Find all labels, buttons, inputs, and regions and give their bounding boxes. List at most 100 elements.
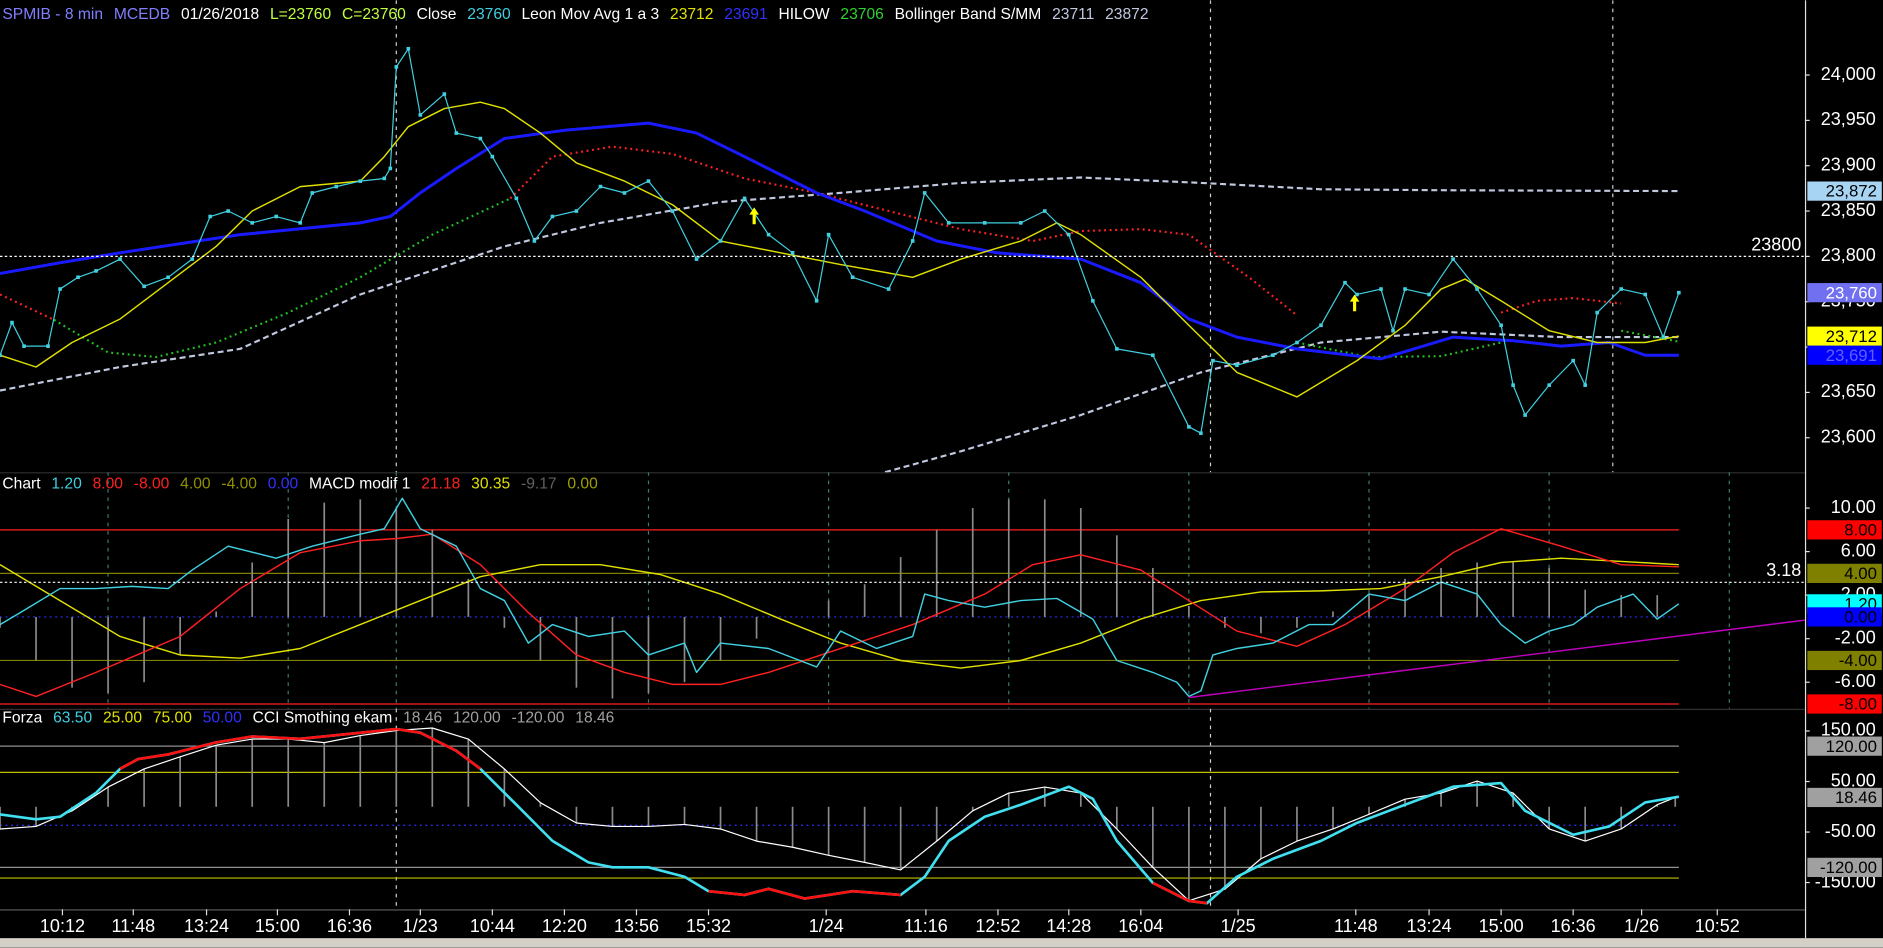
x-tick-label: 10:52 [1695,916,1740,936]
x-tick-label: 1/23 [403,916,438,936]
x-tick-label: 16:36 [1551,916,1596,936]
value-box [1807,520,1882,540]
value-box-label: 120.00 [1826,737,1877,756]
histogram-bar [287,518,290,617]
extreme-segment [852,889,901,897]
extreme-segment [1188,899,1208,905]
close-point [622,191,627,195]
histogram-bar [791,806,794,848]
close-point [1091,299,1095,303]
histogram-bar [1584,806,1587,842]
close-point [454,131,459,135]
close-point [226,209,230,213]
extreme-segment [804,893,829,900]
value-box [1807,857,1882,878]
histogram-bar [1007,499,1010,617]
extreme-segment [1152,881,1190,903]
close-point [598,184,603,189]
y-tick-label: 23,950 [1821,109,1876,129]
extreme-segment [336,727,397,737]
extreme-segment [768,887,805,900]
close-point [250,221,254,225]
histogram-bar [35,806,37,827]
histogram-bar [863,806,866,863]
histogram-bar [1476,781,1478,807]
histogram-bar [35,616,37,661]
header-label: 75.00 [153,710,192,727]
header-label: 23712 [670,6,713,23]
x-tick-label: 11:48 [111,916,155,936]
close-point [1643,292,1648,297]
histogram-bar [359,499,362,617]
header-label: Forza [2,710,42,727]
header-label: 18.46 [575,710,614,727]
close-point [142,284,146,289]
histogram-bar [755,616,758,639]
header-label: HILOW [778,6,829,23]
close-point [388,166,393,171]
histogram-bar [143,768,145,807]
histogram-bar [323,742,326,807]
x-tick-label: 15:00 [255,916,300,936]
header-label: Close [417,6,457,23]
histogram-bar [1620,595,1623,617]
close-point [1523,413,1527,417]
histogram-bar [395,730,398,807]
close-point [490,154,495,159]
histogram-bar [0,806,1,830]
histogram-bar [1296,616,1298,628]
close-point [1451,257,1455,261]
close-point [1619,287,1624,291]
series-line [884,330,1679,473]
close-point [46,344,50,348]
close-point [442,92,447,96]
histogram-bar [143,616,145,683]
close-point [1547,383,1551,387]
header-label: -120.00 [512,710,565,727]
extreme-segment [708,889,745,897]
x-tick-label: 16:36 [327,916,372,936]
close-point [1235,363,1239,368]
close-point [1066,232,1071,237]
value-box [1807,650,1882,671]
close-point [1115,347,1119,351]
histogram-bar [467,578,470,617]
close-point [1151,353,1155,358]
close-point [94,269,98,273]
extreme-segment [419,731,457,753]
value-box-label: 8.00 [1844,520,1877,539]
histogram-bar [1079,793,1082,807]
close-point [922,191,927,195]
histogram-bar [1404,799,1406,807]
y-tick-label: 23,800 [1821,245,1876,265]
x-tick-label: 13:24 [1407,916,1452,936]
extreme-segment [252,735,301,741]
header-label: Chart [2,475,41,492]
close-point [358,179,363,183]
close-point [1343,280,1347,285]
close-point [550,214,555,219]
y-tick-label: 50.00 [1831,770,1876,790]
close-point [574,209,579,213]
header-label: 23691 [724,6,767,23]
close-point [406,46,411,51]
close-point [1511,383,1515,387]
header-label: Bollinger Band S/MM [895,6,1042,23]
header-label: CCI Smothing ekam [253,710,393,727]
histogram-bar [215,745,218,807]
panel [0,708,1680,910]
series-line [1188,619,1805,699]
histogram-bar [179,756,181,807]
x-tick-label: 1/24 [809,916,844,936]
header-label: 1.20 [51,475,82,492]
header-label: 63.50 [53,710,92,727]
value-box-label: 23,691 [1826,346,1877,365]
value-box-label: -8.00 [1839,695,1877,714]
histogram-bar [1296,806,1298,842]
histogram-bar [1548,806,1550,830]
histogram-bar [107,787,109,807]
close-point [790,250,795,255]
extreme-segment [167,741,217,756]
value-box [1807,607,1882,627]
header-label: 23711 [1052,6,1094,23]
